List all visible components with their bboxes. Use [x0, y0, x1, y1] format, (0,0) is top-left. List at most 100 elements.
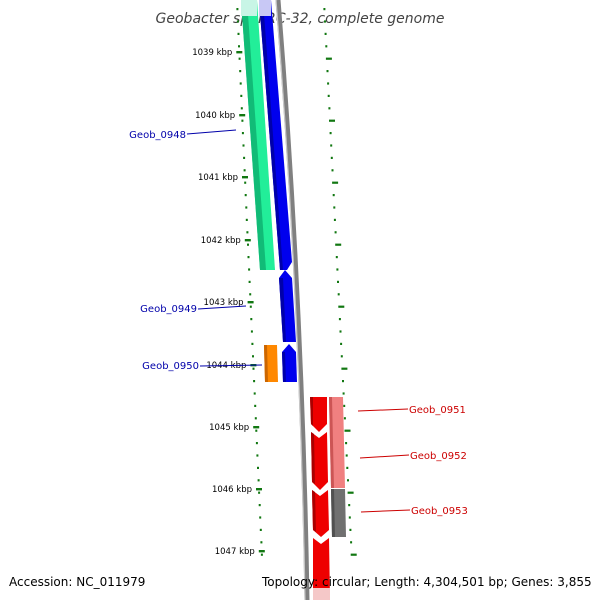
ruler-dot: [347, 479, 349, 482]
ruler-dot: [237, 32, 240, 35]
ruler-dot: [249, 293, 252, 296]
ruler-dot: [259, 528, 262, 531]
leader-geob-0949: [197, 305, 247, 310]
ruler-dot: [333, 206, 336, 209]
map-title: Geobacter sp. FRC-32, complete genome: [156, 11, 445, 27]
ruler-dot: [243, 156, 246, 159]
ruler-dot: [335, 256, 338, 259]
ruler-dot: [324, 20, 326, 23]
ruler-dot: [347, 491, 354, 494]
ruler-dot: [345, 442, 348, 445]
cds-geob-0950: [282, 344, 297, 382]
topology-label: Topology: circular; Length: 4,304,501 bp…: [261, 575, 592, 589]
ruler-dot: [330, 156, 333, 159]
ruler-dot: [236, 8, 239, 11]
ruler-tick-label: 1043 kbp: [204, 298, 244, 308]
ruler-dot: [327, 82, 330, 85]
ruler-dot: [350, 553, 357, 556]
leader-geob-0952: [359, 454, 410, 459]
ruler-dot: [254, 404, 257, 407]
cds-geob-0952-shade: [311, 432, 315, 484]
feature-pink-shade: [329, 397, 334, 488]
ruler-dot: [332, 181, 339, 184]
leader-geob-0950: [199, 364, 263, 367]
ruler-major-tick: [242, 176, 248, 179]
ruler-tick-label: 1045 kbp: [209, 423, 249, 433]
ruler-dot: [238, 57, 241, 60]
leader-geob-0953: [360, 509, 411, 513]
ruler-dot: [345, 454, 348, 457]
cds-next-red: [313, 538, 330, 600]
label-geob-0951: Geob_0951: [409, 405, 466, 416]
ruler-major-tick: [236, 51, 243, 54]
label-geob-0950: Geob_0950: [142, 361, 199, 372]
ruler-major-tick: [256, 488, 262, 491]
ruler-dot: [324, 32, 327, 35]
ruler-tick-label: 1039 kbp: [192, 48, 232, 58]
cds-geob-0949-shade: [279, 278, 286, 342]
label-geob-0953: Geob_0953: [411, 506, 468, 517]
ruler-dot: [349, 528, 352, 531]
label-geob-0949: Geob_0949: [140, 304, 197, 315]
ruler-dot: [333, 218, 336, 221]
ruler-dot: [325, 45, 328, 48]
ruler-dot: [254, 417, 257, 420]
ruler-dot: [343, 417, 346, 420]
ruler-tick-label: 1047 kbp: [215, 547, 255, 557]
ruler-dot: [350, 541, 353, 544]
ruler-dot: [328, 107, 331, 110]
ruler-dot: [334, 231, 337, 234]
ruler-dot: [240, 107, 243, 110]
label-geob-0948: Geob_0948: [129, 130, 186, 141]
ruler-dot: [336, 268, 339, 271]
backbone-arc: [275, 0, 310, 600]
ruler-dot: [244, 194, 247, 197]
ruler-tick-label: 1040 kbp: [195, 111, 235, 121]
ruler-dot: [338, 318, 341, 321]
ruler-dot: [330, 144, 333, 147]
ruler-tick-label: 1046 kbp: [212, 485, 252, 495]
ruler-dot: [326, 70, 329, 73]
ruler-dot: [251, 342, 254, 345]
ruler-dot: [244, 181, 247, 184]
feature-orange-shade: [264, 345, 268, 382]
ruler-dot: [325, 57, 332, 60]
feature-grey-shade: [331, 489, 335, 537]
ruler-dot: [332, 194, 335, 197]
cds-geob-0948-shade: [259, 0, 283, 270]
ruler-dot: [259, 516, 262, 519]
ruler-tick-label: 1041 kbp: [198, 173, 238, 183]
ruler-dot: [340, 355, 343, 358]
ruler-dot: [335, 243, 342, 246]
ruler-dot: [339, 330, 342, 333]
ruler-dot: [255, 442, 258, 445]
ruler-left: [236, 8, 263, 556]
ruler-dot: [236, 20, 239, 23]
ruler-dot: [329, 119, 335, 122]
ruler-dot: [249, 305, 252, 308]
accession-label: Accession: NC_011979: [9, 575, 145, 589]
ruler-dot: [257, 466, 259, 469]
ruler-dot: [348, 516, 351, 519]
cds-geob-0951-shade: [310, 397, 313, 426]
ruler-dot: [342, 380, 344, 383]
ruler-dot: [239, 70, 242, 73]
ruler-dot: [258, 491, 261, 494]
ruler-dot: [341, 367, 348, 370]
cds-geob-0948-top-fade: [259, 0, 271, 16]
ruler-major-tick: [253, 426, 260, 429]
ruler-major-tick: [258, 550, 265, 553]
ruler-dot: [248, 280, 251, 283]
leader-geob-0951: [357, 408, 409, 412]
ruler-dot: [241, 119, 244, 122]
ruler-dot: [239, 82, 242, 85]
ruler-dot: [260, 541, 263, 544]
cds-next-red-bottom-fade: [313, 588, 330, 600]
ruler-dot: [245, 206, 248, 209]
ruler-dot: [329, 132, 332, 135]
ruler-dot: [342, 392, 345, 395]
ruler-right: [323, 8, 357, 556]
cds-geob-0953: [312, 490, 329, 537]
